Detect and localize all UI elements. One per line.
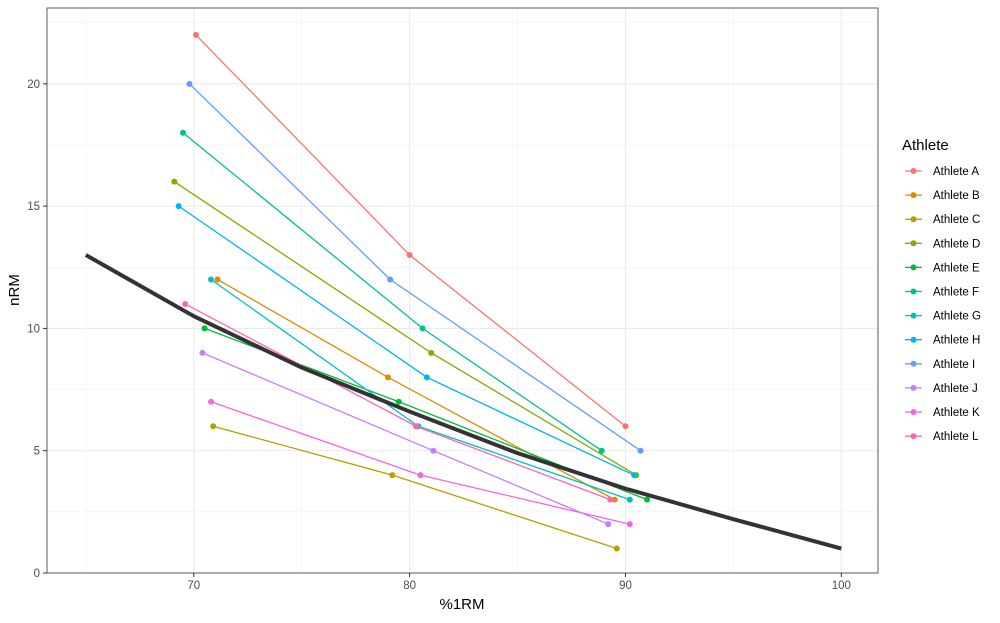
legend-label: Athlete C [933, 214, 980, 226]
legend-label: Athlete H [933, 335, 980, 347]
fitted-curve [84, 253, 842, 551]
data-point [395, 398, 402, 405]
data-point [389, 472, 396, 479]
y-tick-label: 5 [34, 446, 40, 458]
data-point [622, 423, 629, 430]
data-point [631, 472, 638, 479]
data-point [175, 203, 182, 210]
legend-label: Athlete J [933, 383, 978, 395]
legend-label: Athlete D [933, 238, 980, 250]
data-point [430, 447, 437, 454]
data-point [192, 31, 199, 38]
legend-key-point [910, 240, 917, 247]
legend-key-point [910, 409, 917, 415]
data-point [607, 496, 614, 503]
legend-key-point [910, 384, 917, 391]
series-line-athlete-a [195, 34, 626, 427]
data-point [626, 496, 633, 503]
legend-key-point [910, 264, 917, 271]
data-point [179, 129, 186, 136]
series-line-athlete-c [213, 425, 618, 550]
y-tick-label: 0 [34, 568, 40, 580]
legend-label: Athlete A [933, 166, 979, 178]
series-line-athlete-k [210, 401, 630, 525]
x-tick-label: 100 [832, 580, 851, 592]
x-axis-label: %1RM [439, 596, 484, 613]
data-point [387, 276, 394, 283]
data-point [182, 300, 189, 307]
y-tick-label: 10 [27, 323, 40, 335]
legend-label: Athlete F [933, 287, 979, 299]
data-point [214, 276, 221, 283]
data-point [598, 447, 605, 454]
data-point [613, 545, 620, 552]
data-point [637, 447, 644, 454]
legend-key-point [910, 433, 917, 440]
legend-key-point [910, 168, 917, 174]
legend-title: Athlete [902, 137, 949, 154]
x-tick-label: 70 [187, 580, 200, 592]
data-point [199, 349, 206, 356]
legend-label: Athlete K [933, 407, 980, 419]
panel-border [46, 7, 879, 574]
legend-key-point [910, 312, 917, 319]
data-point [419, 325, 426, 332]
data-point [406, 252, 413, 259]
series-line-athlete-j [202, 352, 609, 525]
data-point [428, 349, 435, 356]
data-point [417, 472, 424, 479]
legend-label: Athlete B [933, 190, 980, 202]
legend-key-point [910, 216, 917, 223]
legend-key-point [910, 360, 917, 367]
data-point [210, 423, 217, 430]
data-point [385, 374, 392, 381]
data-point [186, 80, 193, 87]
data-point [644, 496, 651, 503]
legend-label: Athlete I [933, 359, 975, 371]
y-tick-label: 20 [27, 79, 40, 91]
data-point [171, 178, 178, 185]
legend-label: Athlete L [933, 431, 979, 443]
legend-key-point [910, 288, 917, 295]
legend-label: Athlete E [933, 262, 980, 274]
data-point [626, 521, 633, 528]
legend: Athlete Athlete A Athlete B Athlete C Athle… [902, 137, 981, 443]
data-point [201, 325, 208, 332]
x-tick-label: 90 [619, 580, 632, 592]
data-point [605, 521, 612, 528]
y-tick-label: 15 [27, 201, 40, 213]
legend-key-point [910, 192, 917, 199]
data-point [413, 423, 420, 430]
data-point [208, 276, 215, 283]
data-point [208, 398, 215, 405]
y-axis-label: nRM [6, 274, 23, 306]
data-point [611, 496, 618, 503]
x-tick-label: 80 [403, 580, 416, 592]
data-point [423, 374, 430, 381]
legend-label: Athlete G [933, 311, 981, 323]
legend-key-point [910, 336, 917, 343]
